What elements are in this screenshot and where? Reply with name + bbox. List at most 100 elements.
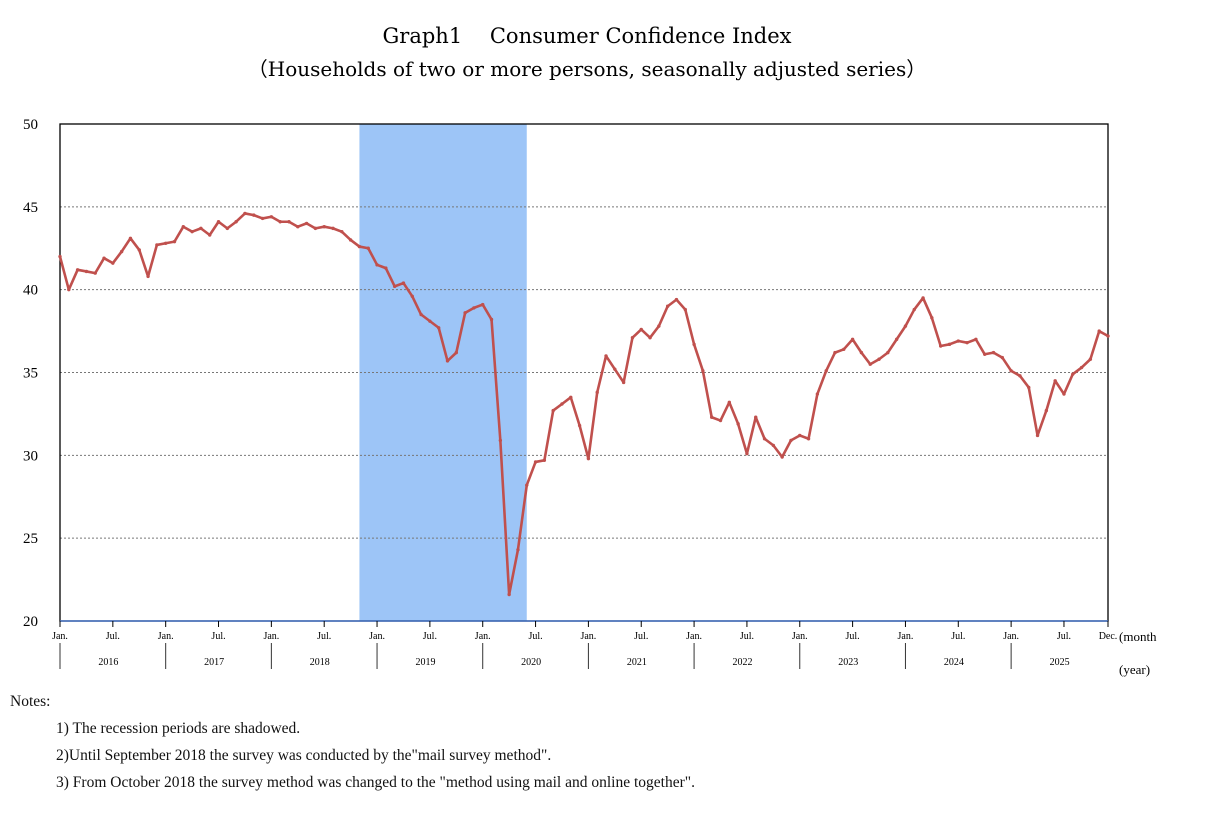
- year-label: 2025: [1050, 657, 1070, 668]
- y-axis-ticks: 20 25 30 35 40 45 50: [23, 117, 38, 630]
- data-point: [199, 226, 203, 231]
- data-point: [569, 395, 573, 400]
- data-point: [903, 324, 908, 328]
- data-point: [445, 359, 450, 363]
- data-point: [137, 248, 141, 252]
- x-tick-label: Jul.: [317, 631, 331, 642]
- year-label: 2017: [204, 657, 224, 668]
- data-point: [727, 400, 732, 405]
- data-point: [1035, 433, 1040, 438]
- data-point: [613, 367, 617, 371]
- gridlines: [60, 206, 1108, 539]
- data-point: [736, 422, 740, 426]
- data-point: [357, 244, 362, 249]
- x-tick-label: Jan.: [52, 631, 68, 642]
- data-point: [930, 316, 934, 320]
- data-point: [1027, 385, 1031, 390]
- data-point: [128, 236, 133, 241]
- x-tick-label: Jan.: [1003, 631, 1019, 642]
- data-point: [815, 392, 820, 396]
- year-label: 2022: [733, 657, 753, 668]
- x-tick-label: Jul.: [740, 631, 754, 642]
- data-point: [190, 229, 194, 234]
- chart-subtitle: （Households of two or more persons, seas…: [248, 57, 927, 81]
- data-point: [886, 350, 890, 355]
- data-point: [868, 362, 872, 366]
- x-tick-label: Jul.: [634, 631, 648, 642]
- data-point: [1062, 392, 1066, 396]
- data-point: [216, 220, 221, 224]
- x-axis: Jan. Jul. Jan. Jul. Jan. Jul. Jan. Jul. Jan. Jul.…: [52, 620, 1118, 669]
- data-point: [428, 319, 432, 323]
- data-point: [260, 216, 265, 221]
- x-axis-month-label: (month: [1119, 629, 1157, 644]
- data-point: [956, 339, 960, 343]
- x-tick-label: Jan.: [792, 631, 808, 642]
- data-point: [1097, 329, 1101, 333]
- data-point: [454, 350, 459, 355]
- notes-heading: Notes:: [10, 693, 51, 710]
- data-point: [208, 233, 212, 237]
- data-point: [974, 337, 978, 342]
- data-point: [824, 369, 828, 373]
- data-point: [586, 456, 591, 461]
- year-label: 2023: [838, 657, 858, 668]
- notes: Notes: 1) The recession periods are shad…: [10, 688, 695, 796]
- data-point: [163, 241, 168, 245]
- x-tick-label: Jan.: [475, 631, 491, 642]
- data-point: [648, 336, 652, 340]
- recession-shading: [359, 124, 527, 621]
- data-point: [604, 354, 608, 358]
- data-point: [278, 220, 282, 224]
- data-point: [516, 548, 520, 552]
- data-point: [525, 483, 529, 487]
- year-label: 2024: [944, 657, 964, 668]
- data-point: [313, 226, 318, 231]
- x-tick-label: Jan.: [263, 631, 279, 642]
- data-point: [225, 226, 230, 231]
- data-point: [533, 460, 538, 464]
- data-point: [701, 369, 705, 373]
- data-point: [322, 225, 326, 229]
- x-tick-label: Jul.: [846, 631, 860, 642]
- data-point: [331, 226, 335, 231]
- data-point: [111, 261, 115, 265]
- x-tick-label: Jan.: [580, 631, 596, 642]
- series-group: [58, 211, 1110, 597]
- data-point: [384, 266, 388, 270]
- y-tick-label: 35: [23, 366, 38, 382]
- data-point: [718, 418, 723, 423]
- note-3: 3) From October 2018 the survey method w…: [56, 774, 695, 791]
- data-point: [1088, 357, 1093, 361]
- data-point: [1009, 369, 1013, 373]
- data-point: [938, 344, 943, 348]
- data-point: [481, 302, 485, 307]
- data-point: [472, 306, 476, 310]
- data-point: [560, 402, 564, 406]
- data-point: [340, 229, 344, 234]
- data-point: [657, 324, 661, 328]
- data-point: [392, 284, 397, 289]
- data-point: [1079, 365, 1084, 370]
- data-point: [947, 342, 952, 347]
- data-point: [894, 337, 899, 342]
- data-point: [842, 347, 846, 352]
- data-point: [1071, 372, 1075, 376]
- y-tick-label: 20: [23, 614, 38, 630]
- data-point: [1018, 374, 1022, 378]
- data-point: [269, 215, 274, 219]
- data-point: [243, 211, 247, 216]
- data-point: [58, 254, 62, 259]
- data-point: [146, 274, 150, 279]
- data-point: [252, 213, 256, 217]
- data-point: [912, 307, 916, 312]
- data-point: [375, 263, 379, 267]
- data-point: [401, 281, 406, 285]
- data-point: [833, 350, 837, 355]
- x-tick-label: Jan.: [686, 631, 702, 642]
- data-point: [754, 415, 758, 419]
- x-tick-label: Jul.: [1057, 631, 1071, 642]
- data-point: [463, 311, 467, 315]
- x-tick-label: Jan.: [158, 631, 174, 642]
- x-tick-label: Dec.: [1099, 631, 1118, 642]
